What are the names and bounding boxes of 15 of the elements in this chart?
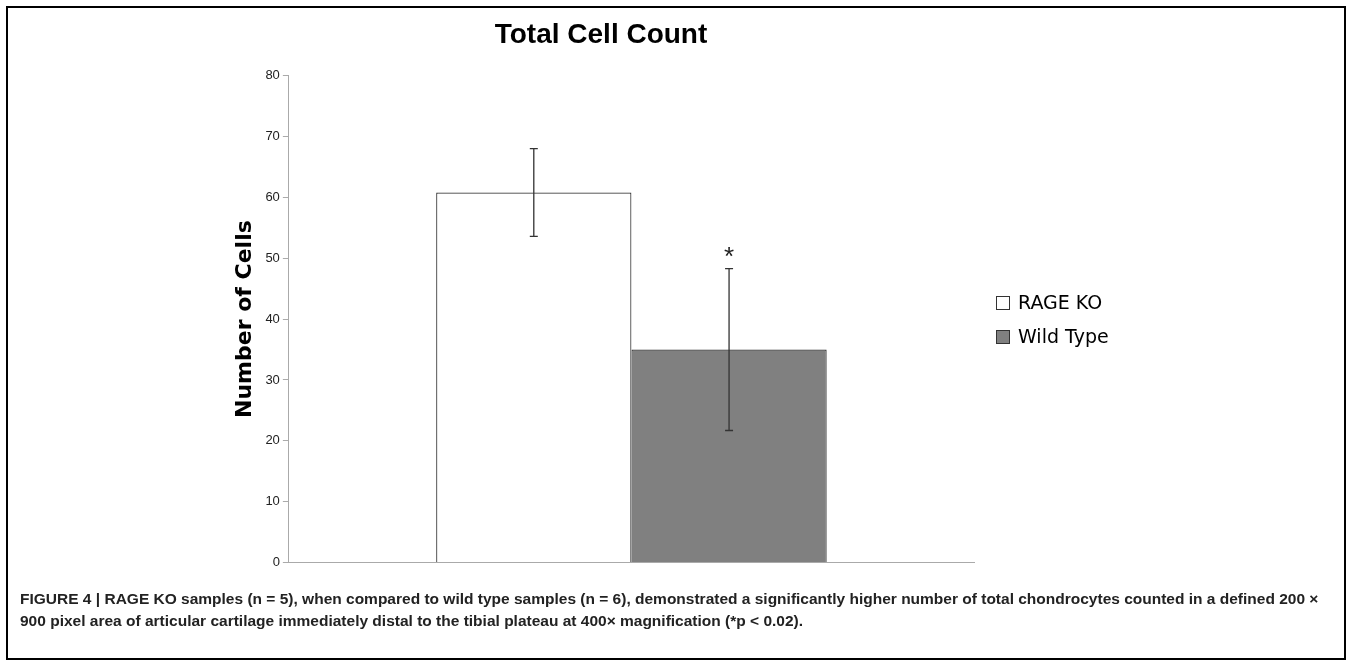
y-tick-label: 40	[265, 310, 280, 326]
y-tick-label: 80	[265, 67, 280, 83]
y-tick-label: 70	[265, 128, 280, 144]
y-tick-label: 0	[272, 554, 280, 570]
legend-label: Wild Type	[1018, 325, 1109, 348]
text: RAGE KO	[1018, 291, 1103, 314]
y-tick-label: 20	[265, 432, 280, 448]
y-axis-title: Number of Cells	[230, 220, 256, 418]
annotation: *	[724, 240, 735, 271]
y-tick-label: 10	[265, 493, 280, 509]
y-tick-label: 50	[265, 249, 280, 265]
caption: FIGURE 4 | RAGE KO samples (n = 5), when compared to wild type samples (n = 6), demonstrated a significantly higher number of total chondrocytes counted in a defined 200 × 900 pixel area of articular cartilage immediately distal to the tibial plateau at 400× magnification (*p < 0.02).	[20, 589, 1320, 631]
y-tick-label: 30	[265, 371, 280, 387]
chart-title: Total Cell Count	[494, 17, 708, 49]
y-tick-label: 60	[265, 188, 280, 204]
